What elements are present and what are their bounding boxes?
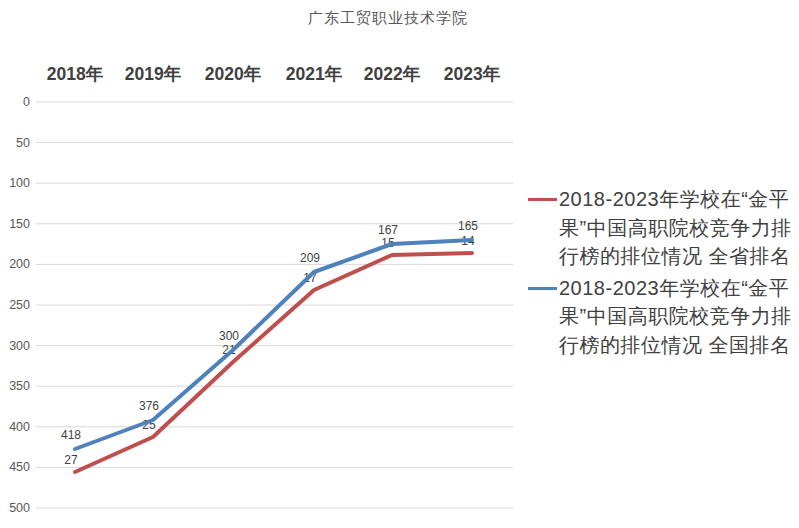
data-label: 165 [458, 219, 478, 233]
legend-label-national-rank: 2018-2023年学校在“金平果”中国高职院校竞争力排行榜的排位情况 全国排名 [559, 274, 796, 360]
legend-label-provincial-rank: 2018-2023年学校在“金平果”中国高职院校竞争力排行榜的排位情况 全省排名 [559, 185, 796, 271]
data-label: 376 [139, 399, 159, 413]
y-tick-label: 300 [9, 339, 30, 353]
legend-line-swatch-blue [528, 287, 557, 290]
data-label: 209 [300, 251, 320, 265]
y-tick-label: 100 [9, 176, 30, 190]
y-tick-label: 200 [9, 257, 30, 271]
chart-canvas: 广东工贸职业技术学院 05010015020025030035040045050… [0, 0, 799, 528]
x-category-label: 2021年 [286, 64, 343, 84]
y-tick-label: 50 [16, 136, 30, 150]
data-label: 418 [61, 428, 81, 442]
x-category-label: 2018年 [47, 64, 104, 84]
data-label: 167 [378, 223, 398, 237]
legend-line-swatch-red [528, 198, 557, 201]
x-category-label: 2022年 [364, 64, 421, 84]
y-tick-label: 350 [9, 379, 30, 393]
x-category-label: 2020年 [205, 64, 262, 84]
y-tick-label: 0 [23, 95, 30, 109]
y-tick-label: 150 [9, 217, 30, 231]
data-label: 27 [64, 453, 78, 467]
x-category-label: 2019年 [125, 64, 182, 84]
y-tick-label: 450 [9, 460, 30, 474]
y-tick-label: 400 [9, 420, 30, 434]
y-tick-label: 500 [9, 501, 30, 515]
legend: 2018-2023年学校在“金平果”中国高职院校竞争力排行榜的排位情况 全省排名… [528, 185, 796, 362]
data-label: 300 [219, 329, 239, 343]
series-line-national-rank [75, 240, 472, 449]
legend-item-provincial-rank: 2018-2023年学校在“金平果”中国高职院校竞争力排行榜的排位情况 全省排名 [528, 185, 796, 271]
x-category-label: 2023年 [444, 64, 501, 84]
legend-item-national-rank: 2018-2023年学校在“金平果”中国高职院校竞争力排行榜的排位情况 全国排名 [528, 274, 796, 360]
y-tick-label: 250 [9, 298, 30, 312]
series-line-provincial-rank [75, 253, 472, 472]
